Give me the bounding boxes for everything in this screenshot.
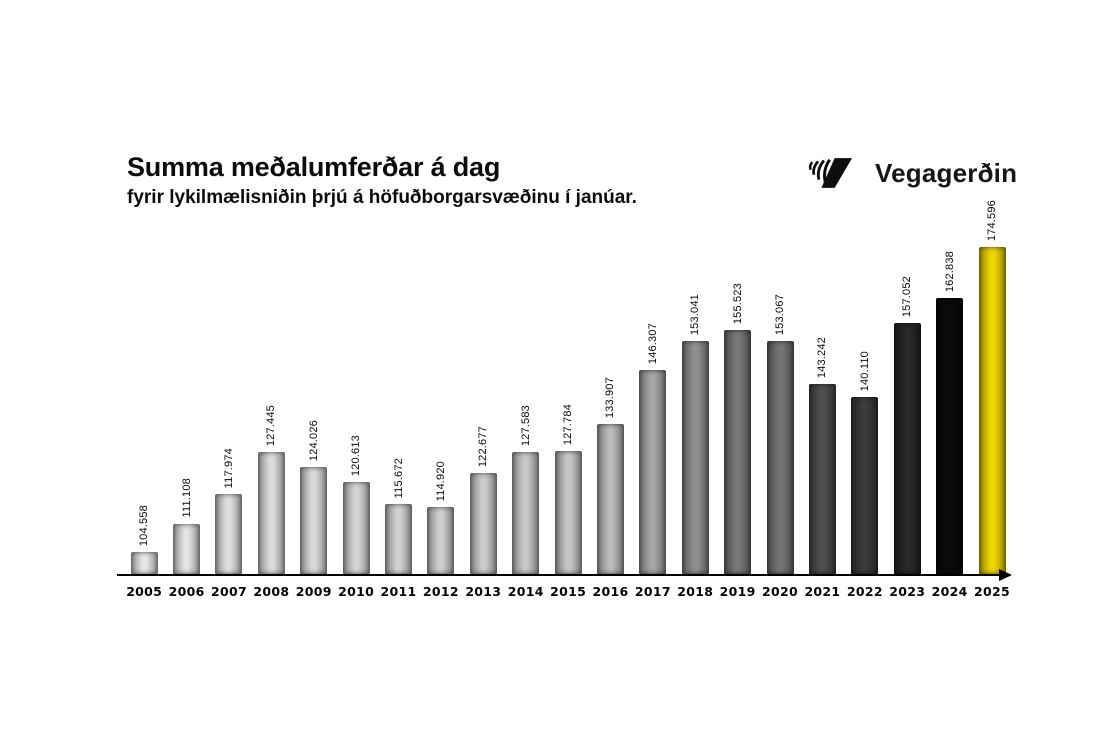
traffic-bar-chart: 104.558 2005 111.108 2006 117.974 2007 127.445… [117,186,1047,599]
vegagerdin-logo-icon [808,158,853,188]
x-tick-label-2022: 2022 [846,584,883,599]
x-tick-label-2010: 2010 [338,584,375,599]
bar-2012 [427,507,455,574]
bar-column-2021: 143.242 2021 [801,337,843,599]
bar-2015 [554,451,582,574]
bar-column-2022: 140.110 2022 [844,351,886,599]
x-tick-label-2012: 2012 [422,584,459,599]
bar-2018 [681,341,709,574]
x-tick-label-2008: 2008 [253,584,290,599]
bar-2009 [300,467,328,574]
bar-value-label-2005: 104.558 [138,504,151,546]
bar-column-2023: 157.052 2023 [886,276,928,599]
vegagerdin-logo-text: Vegagerðin [875,157,1018,188]
x-axis-line [117,574,1001,576]
bar-value-label-2006: 111.108 [180,478,193,518]
bar-value-label-2019: 155.523 [731,282,744,324]
bar-2008 [257,452,285,574]
bar-2022 [851,397,879,574]
x-tick-label-2013: 2013 [465,584,502,599]
bar-value-label-2007: 117.974 [222,447,235,488]
x-tick-label-2005: 2005 [126,584,163,599]
bar-2017 [639,370,667,574]
x-tick-label-2020: 2020 [762,584,799,599]
bar-column-2016: 133.907 2016 [589,377,631,599]
bar-column-2019: 155.523 2019 [716,283,758,599]
bar-column-2020: 153.067 2020 [759,294,801,599]
vegagerdin-logo: Vegagerðin [804,152,1017,194]
bar-column-2009: 124.026 2009 [293,420,335,599]
bar-value-label-2010: 120.613 [350,434,363,476]
bar-column-2007: 117.974 2007 [208,448,250,599]
bar-column-2011: 115.672 2011 [377,458,419,599]
bar-2021 [808,384,836,574]
bar-column-2015: 127.784 2015 [547,404,589,599]
bar-column-2005: 104.558 2005 [123,505,165,599]
x-axis-arrow-icon [999,569,1012,581]
bar-value-label-2011: 115.672 [392,457,405,498]
bar-2013 [469,473,497,574]
bar-2007 [215,494,243,574]
bar-column-2014: 127.583 2014 [505,405,547,599]
bar-value-label-2013: 122.677 [477,425,490,467]
bar-column-2010: 120.613 2010 [335,435,377,599]
bar-column-2006: 111.108 2006 [165,478,207,599]
bar-value-label-2014: 127.583 [519,404,532,446]
bar-2019 [724,330,752,574]
x-tick-label-2011: 2011 [380,584,417,599]
bar-value-label-2008: 127.445 [265,404,278,446]
chart-subtitle: fyrir lykilmælisniðin þrjú á höfuðborgar… [127,187,637,208]
bar-value-label-2012: 114.920 [434,460,447,501]
bar-2024 [936,298,964,574]
x-tick-label-2006: 2006 [168,584,205,599]
bar-value-label-2017: 146.307 [646,322,659,364]
x-tick-label-2023: 2023 [889,584,926,599]
x-tick-label-2016: 2016 [592,584,629,599]
bar-2011 [385,504,413,574]
bar-column-2017: 146.307 2017 [632,323,674,599]
bar-2014 [512,452,540,574]
bar-value-label-2021: 143.242 [816,336,829,378]
bar-value-label-2009: 124.026 [307,419,320,461]
bar-value-label-2024: 162.838 [943,250,956,292]
bar-value-label-2025: 174.596 [986,199,998,241]
bar-value-label-2015: 127.784 [562,403,575,445]
bar-2020 [766,341,794,574]
bar-value-label-2020: 153.067 [774,293,787,335]
bar-column-2025: 174.596 2025 [971,200,1013,599]
x-tick-label-2014: 2014 [507,584,544,599]
bar-2016 [596,424,624,574]
bar-column-2024: 162.838 2024 [928,251,970,599]
bar-2006 [173,524,201,574]
x-tick-label-2019: 2019 [719,584,756,599]
bar-column-2008: 127.445 2008 [250,405,292,599]
bar-2025 [978,247,1006,574]
bar-2010 [342,482,370,574]
x-tick-label-2017: 2017 [634,584,671,599]
x-tick-label-2021: 2021 [804,584,841,599]
bar-2023 [893,323,921,574]
bar-value-label-2023: 157.052 [901,275,914,317]
x-tick-label-2009: 2009 [295,584,332,599]
x-tick-label-2018: 2018 [677,584,714,599]
x-tick-label-2015: 2015 [550,584,587,599]
plot-area: 104.558 2005 111.108 2006 117.974 2007 127.445… [123,200,1013,599]
chart-title: Summa meðalumferðar á dag [127,152,501,182]
bar-value-label-2022: 140.110 [858,350,871,391]
x-tick-label-2007: 2007 [210,584,247,599]
bar-column-2013: 122.677 2013 [462,426,504,599]
bar-value-label-2016: 133.907 [604,376,617,418]
bar-value-label-2018: 153.041 [689,293,702,335]
bar-column-2018: 153.041 2018 [674,294,716,599]
bar-2005 [130,552,158,574]
x-tick-label-2024: 2024 [931,584,968,599]
x-tick-label-2025: 2025 [974,584,1010,599]
bar-column-2012: 114.920 2012 [420,461,462,599]
